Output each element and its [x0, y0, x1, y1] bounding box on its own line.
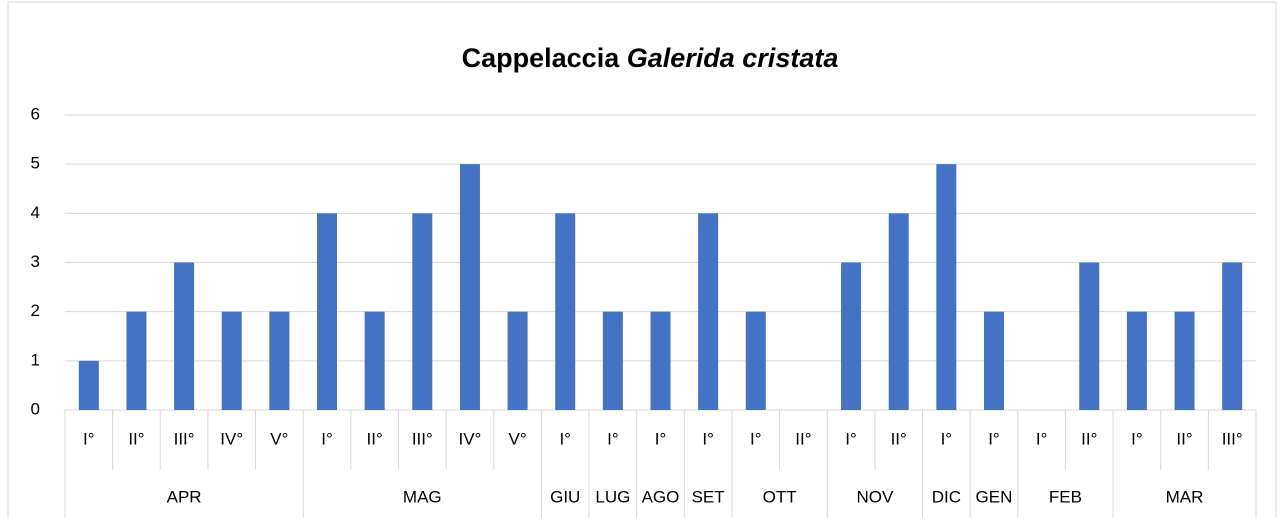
- x-tick-label: III°: [412, 429, 433, 448]
- x-tick-label: I°: [1036, 429, 1048, 448]
- group-label: DIC: [932, 487, 961, 506]
- x-tick-label: III°: [1222, 429, 1243, 448]
- bar: [936, 164, 957, 410]
- bar: [698, 213, 719, 410]
- bar: [745, 311, 766, 410]
- chart-title: Cappelaccia Galerida cristata: [462, 43, 839, 73]
- bar: [174, 262, 195, 410]
- y-tick-label: 5: [31, 154, 40, 173]
- group-label: GIU: [550, 487, 580, 506]
- group-label: FEB: [1049, 487, 1082, 506]
- group-label: AGO: [642, 487, 680, 506]
- x-tick-label: I°: [321, 429, 333, 448]
- bar: [1126, 311, 1147, 410]
- x-tick-label: III°: [174, 429, 195, 448]
- group-label: APR: [167, 487, 202, 506]
- bar: [412, 213, 433, 410]
- group-label: MAG: [403, 487, 442, 506]
- x-tick-label: II°: [795, 429, 811, 448]
- bar: [888, 213, 909, 410]
- bar: [602, 311, 623, 410]
- group-label: SET: [692, 487, 725, 506]
- group-label: GEN: [976, 487, 1013, 506]
- bar: [269, 311, 290, 410]
- x-tick-label: II°: [1081, 429, 1097, 448]
- bar: [364, 311, 385, 410]
- x-tick-label: I°: [559, 429, 571, 448]
- bar: [555, 213, 576, 410]
- x-tick-label: I°: [845, 429, 857, 448]
- x-tick-label: I°: [988, 429, 1000, 448]
- bar: [650, 311, 671, 410]
- y-tick-label: 3: [31, 252, 40, 271]
- bar: [459, 164, 480, 410]
- bar: [507, 311, 528, 410]
- bar: [126, 311, 147, 410]
- bar: [78, 360, 99, 410]
- y-tick-label: 0: [31, 399, 40, 418]
- y-tick-label: 6: [31, 104, 40, 123]
- bar: [1079, 262, 1100, 410]
- group-label: MAR: [1166, 487, 1204, 506]
- x-tick-label: I°: [941, 429, 953, 448]
- bar: [983, 311, 1004, 410]
- x-tick-label: II°: [128, 429, 144, 448]
- x-tick-label: I°: [750, 429, 762, 448]
- group-label: NOV: [856, 487, 894, 506]
- group-label: LUG: [595, 487, 630, 506]
- bar: [221, 311, 242, 410]
- x-tick-label: V°: [270, 429, 288, 448]
- title-plain: Cappelaccia: [462, 43, 621, 73]
- x-tick-label: I°: [702, 429, 714, 448]
- x-tick-label: I°: [83, 429, 95, 448]
- x-tick-label: IV°: [459, 429, 482, 448]
- x-tick-label: I°: [607, 429, 619, 448]
- bar: [841, 262, 862, 410]
- bar: [1174, 311, 1195, 410]
- group-label: OTT: [763, 487, 797, 506]
- x-tick-label: V°: [509, 429, 527, 448]
- y-tick-label: 4: [31, 203, 40, 222]
- x-tick-label: II°: [367, 429, 383, 448]
- y-tick-label: 2: [31, 301, 40, 320]
- x-tick-label: I°: [1131, 429, 1143, 448]
- bar: [317, 213, 338, 410]
- x-tick-label: II°: [891, 429, 907, 448]
- y-tick-label: 1: [31, 350, 40, 369]
- x-tick-label: I°: [655, 429, 667, 448]
- bar: [1222, 262, 1243, 410]
- x-tick-label: IV°: [220, 429, 243, 448]
- x-tick-label: II°: [1176, 429, 1192, 448]
- title-italic: Galerida cristata: [627, 43, 839, 73]
